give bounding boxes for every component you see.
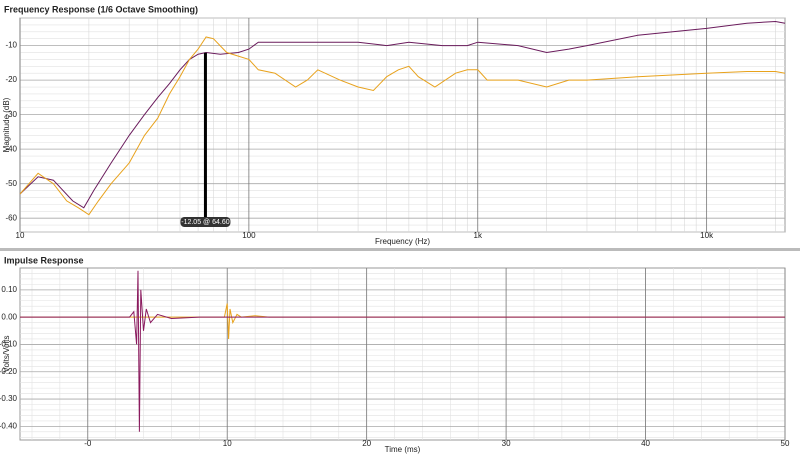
y-tick-label: -50 [5, 179, 17, 188]
x-tick-label: 20 [362, 439, 371, 448]
y-tick-label: -20 [5, 75, 17, 84]
chart-title: Impulse Response [4, 255, 84, 265]
x-tick-label: -0 [84, 439, 92, 448]
y-axis-label: Volts/Volts [2, 336, 11, 373]
series-line [20, 303, 785, 340]
series-line [20, 270, 785, 432]
y-tick-label: -60 [5, 213, 17, 222]
plot-area [19, 17, 786, 233]
y-tick-label: -10 [5, 41, 17, 50]
series-line [19, 20, 786, 209]
y-tick-label: -0.10 [0, 340, 18, 349]
x-tick-label: 1k [474, 231, 483, 240]
y-axis-label: Magnitude (dB) [2, 97, 11, 152]
x-tick-label: 100 [242, 231, 256, 240]
y-tick-label: 0.10 [1, 285, 17, 294]
y-tick-label: -40 [5, 144, 17, 153]
chart-title: Frequency Response (1/6 Octave Smoothing… [4, 4, 198, 14]
separator [0, 248, 800, 251]
cursor-label-box [180, 217, 231, 227]
x-tick-label: 40 [641, 439, 650, 448]
x-axis-label: Frequency (Hz) [375, 237, 430, 246]
x-tick-label: 10 [223, 439, 232, 448]
y-tick-label: -0.20 [0, 367, 18, 376]
y-tick-label: -0.30 [0, 394, 18, 403]
x-tick-label: 10 [16, 231, 25, 240]
x-tick-label: 30 [502, 439, 511, 448]
series-line [19, 36, 786, 216]
y-tick-label: -30 [5, 110, 17, 119]
x-axis-label: Time (ms) [385, 445, 421, 454]
y-tick-label: -0.40 [0, 421, 18, 430]
y-tick-label: 0.00 [1, 312, 17, 321]
cursor-label: -12.05 @ 64.60 [181, 219, 229, 226]
plot-area [19, 267, 786, 441]
x-tick-label: 10k [700, 231, 714, 240]
x-tick-label: 50 [781, 439, 790, 448]
